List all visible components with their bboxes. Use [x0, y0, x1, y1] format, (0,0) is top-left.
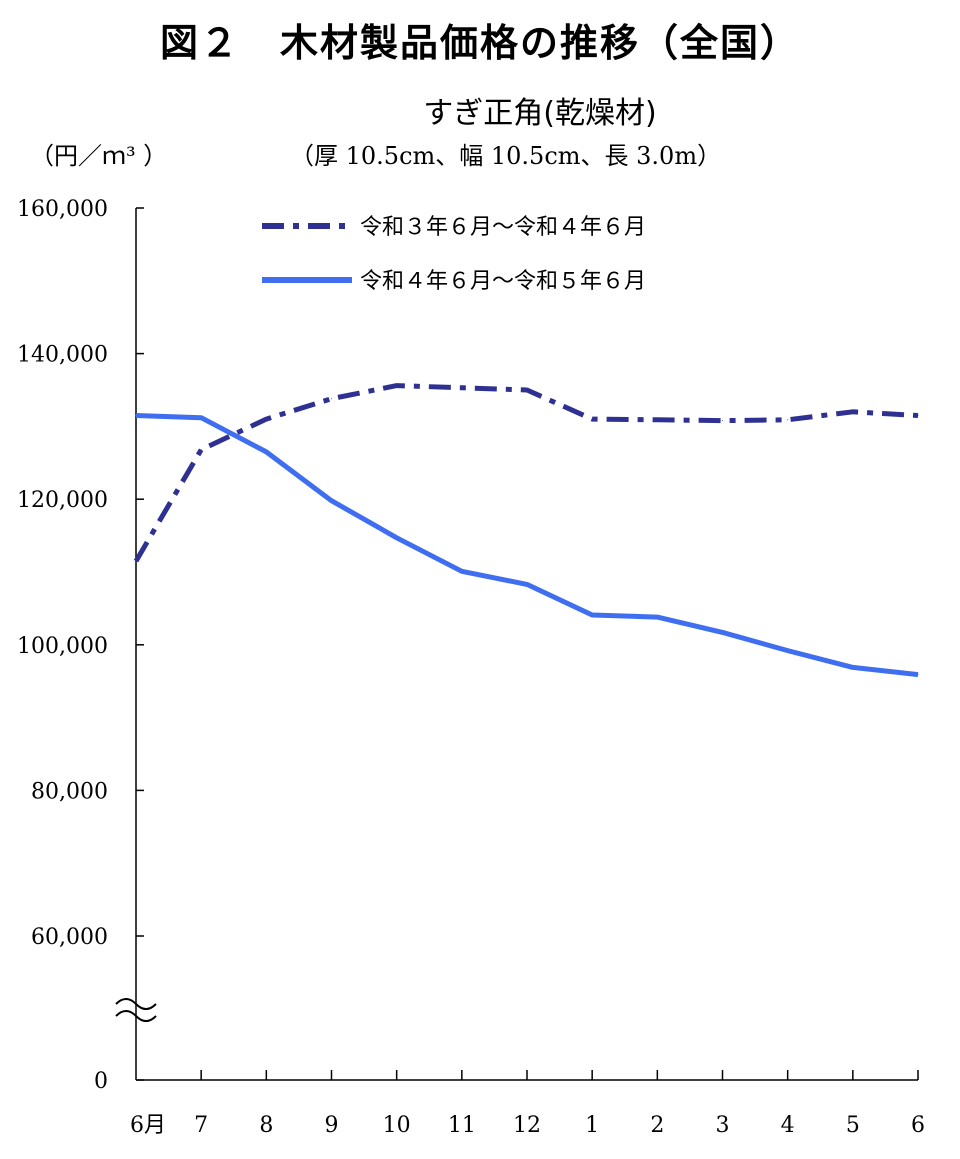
data-point — [331, 398, 332, 400]
data-point — [200, 417, 202, 419]
y-tick-label: 80,000 — [31, 779, 108, 804]
axis-break-mark — [115, 1010, 157, 1022]
x-tick-label: 9 — [325, 1113, 339, 1138]
x-tick-label: 4 — [781, 1113, 795, 1138]
data-point — [461, 387, 463, 389]
series-line — [135, 413, 919, 678]
data-point — [526, 583, 528, 585]
data-point — [135, 560, 137, 562]
axis-break-mark — [115, 998, 157, 1010]
data-point — [200, 449, 202, 451]
data-point — [852, 666, 854, 668]
data-point — [722, 631, 723, 633]
data-point — [331, 500, 332, 502]
x-tick-label: 11 — [448, 1113, 476, 1138]
product-spec-label: （厚 10.5cm、幅 10.5cm、長 3.0m） — [290, 142, 722, 170]
data-point — [591, 614, 593, 616]
data-point — [265, 418, 267, 420]
data-point — [787, 650, 789, 652]
x-tick-label: 3 — [716, 1113, 730, 1138]
data-point — [396, 385, 398, 387]
x-tick-label: 10 — [383, 1113, 411, 1138]
chart-title: 図２ 木材製品価格の推移（全国） — [159, 21, 800, 65]
x-tick-label: 2 — [650, 1113, 664, 1138]
data-point — [135, 414, 137, 416]
data-point — [852, 411, 854, 413]
data-point — [917, 674, 919, 676]
y-tick-label: 160,000 — [17, 197, 108, 222]
legend-label: 令和３年６月～令和４年６月 — [360, 215, 646, 240]
series-line — [133, 383, 919, 563]
x-tick-label: 7 — [194, 1113, 208, 1138]
x-tick-label: 12 — [513, 1113, 541, 1138]
data-point — [265, 451, 267, 453]
data-point — [526, 389, 528, 391]
data-point — [787, 419, 789, 421]
x-tick-label: 8 — [259, 1113, 273, 1138]
data-point — [591, 418, 593, 420]
y-tick-label: 120,000 — [17, 488, 108, 513]
y-tick-label: 0 — [94, 1069, 108, 1094]
data-point — [656, 419, 658, 421]
data-point — [396, 537, 398, 539]
x-tick-label: 6月 — [130, 1113, 166, 1138]
y-tick-label: 140,000 — [17, 343, 108, 368]
y-tick-label: 60,000 — [31, 925, 108, 950]
data-point — [656, 616, 658, 618]
x-tick-label: 5 — [846, 1113, 860, 1138]
legend-label: 令和４年６月～令和５年６月 — [360, 269, 646, 294]
y-axis-unit-label: （円／ｍ³ ） — [30, 142, 168, 170]
y-tick-label: 100,000 — [17, 634, 108, 659]
data-point — [917, 414, 919, 416]
data-point — [461, 570, 463, 572]
data-point — [722, 420, 723, 422]
x-tick-label: 1 — [585, 1113, 599, 1138]
x-tick-label: 6 — [911, 1113, 925, 1138]
chart-subtitle: すぎ正角(乾燥材) — [423, 96, 657, 131]
